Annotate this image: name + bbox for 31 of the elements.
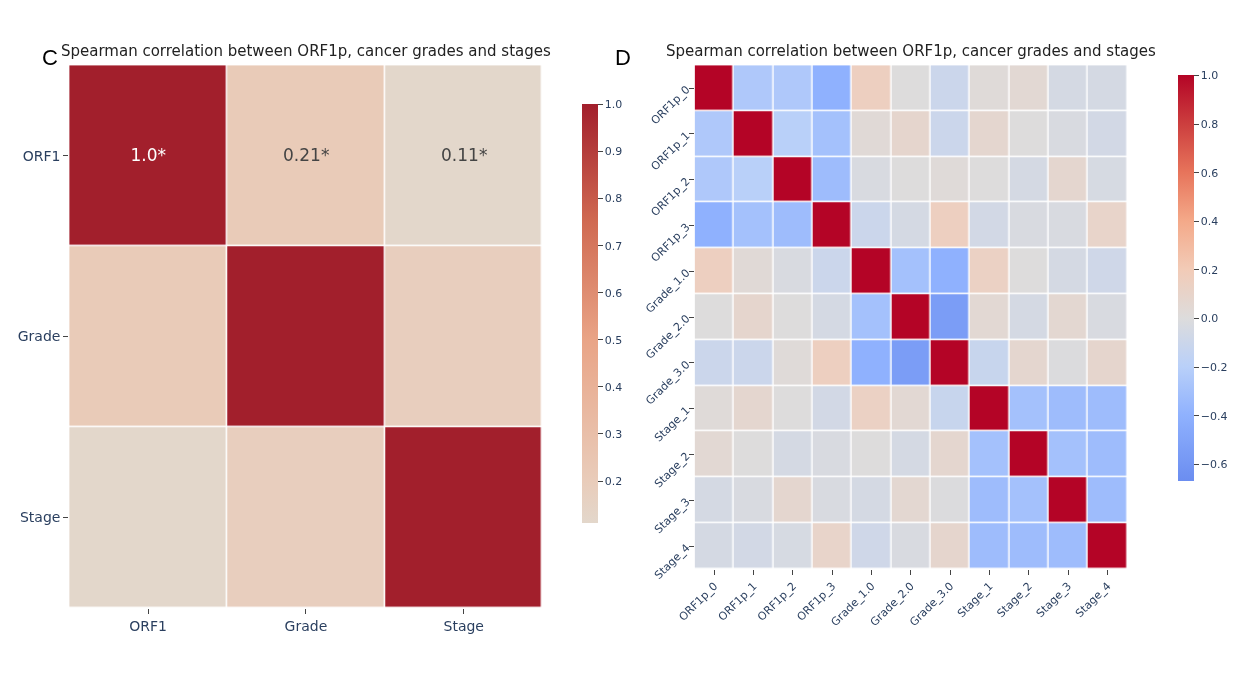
text: C (42, 45, 58, 70)
color-bar-label: 0.7 (604, 239, 623, 253)
color-bar-label: 0.6 (1200, 166, 1219, 180)
color-bar-label: 0.9 (604, 145, 623, 159)
color-bar-label: 0.5 (604, 333, 623, 347)
color-bar-label: −0.6 (1200, 458, 1228, 472)
color-bar-label: 0.3 (604, 427, 623, 441)
color-bar-label: 0.2 (1200, 263, 1219, 277)
data-label: 0.11* (441, 145, 488, 166)
color-bar-label: 0.4 (1200, 215, 1219, 229)
y-tick-label: ORF1 (22, 147, 61, 164)
y-tick-label: Grade (17, 328, 61, 345)
data-label: 1.0* (130, 145, 166, 166)
chart-title: Spearman correlation between ORF1p, cancer grades and stages (666, 42, 1156, 60)
chart-title: Spearman correlation between ORF1p, cancer grades and stages (61, 42, 551, 60)
color-bar-label: −0.4 (1200, 409, 1228, 423)
color-bar-label: 0.8 (604, 192, 623, 206)
color-bar-label: 0.4 (604, 380, 623, 394)
color-bar-label: −0.2 (1200, 360, 1228, 374)
color-bar-label: 0.6 (604, 286, 623, 300)
y-tick-label: Stage (19, 509, 61, 526)
color-bar-label: 1.0 (1200, 69, 1219, 83)
color-bar-label: 0.0 (1200, 312, 1219, 326)
text: D (615, 45, 631, 70)
color-bar-label: 1.0 (604, 98, 623, 112)
color-bar-label: 0.8 (1200, 117, 1219, 131)
data-label: 0.21* (283, 145, 330, 166)
x-tick-label: ORF1 (129, 617, 167, 634)
color-bar-label: 0.2 (604, 474, 623, 488)
x-tick-label: Stage (443, 617, 484, 634)
x-tick-label: Grade (284, 617, 328, 634)
